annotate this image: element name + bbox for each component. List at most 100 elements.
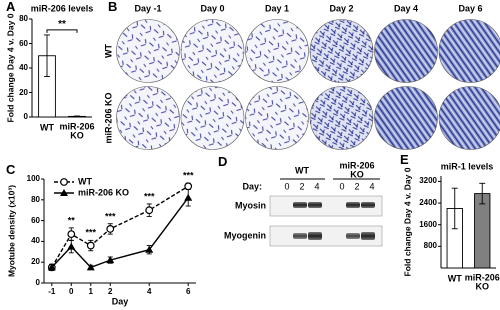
legend-label: miR-206 KO xyxy=(78,187,130,198)
x-tick-label: WT xyxy=(40,122,54,133)
bar xyxy=(474,193,491,269)
y-axis-label: Fold change Day 4 v. Day 0 xyxy=(5,13,16,123)
panel-label: E xyxy=(400,152,409,168)
y-tick-label: 80 xyxy=(19,13,28,23)
group-label: miR-206 KO xyxy=(339,160,375,180)
marker xyxy=(86,263,95,271)
x-tick-label: miR-206 KO xyxy=(464,272,500,292)
blot-band xyxy=(293,233,307,239)
x-tick-label: 4 xyxy=(146,286,152,296)
column-label: Day -1 xyxy=(134,3,162,14)
marker xyxy=(106,256,115,264)
significance: *** xyxy=(182,170,194,181)
lane-label: 0 xyxy=(339,181,345,192)
micrograph xyxy=(309,86,374,150)
significance: ** xyxy=(67,215,75,226)
marker xyxy=(67,230,76,239)
column-label: Day 1 xyxy=(264,3,290,14)
protein-label: Myosin xyxy=(234,200,266,211)
x-tick-label: miR-206 KO xyxy=(59,121,95,141)
micrograph xyxy=(438,19,500,83)
y-tick-label: 40 xyxy=(31,236,40,246)
lane-label: 2 xyxy=(299,181,305,192)
marker xyxy=(47,263,56,271)
marker xyxy=(106,225,115,233)
y-tick-label: 3200 xyxy=(419,176,437,186)
blot-band xyxy=(361,202,375,208)
group-label: WT xyxy=(295,165,309,176)
column-label: Day 4 xyxy=(393,3,419,14)
x-tick-label: 0 xyxy=(69,286,74,296)
column-label: Day 2 xyxy=(329,3,354,14)
lane-label: 4 xyxy=(314,181,320,192)
marker xyxy=(145,206,154,215)
chart-title: miR-1 levels xyxy=(440,161,494,172)
legend-marker xyxy=(60,178,68,186)
micrograph xyxy=(116,19,180,83)
blot-band xyxy=(308,232,322,240)
legend-marker xyxy=(60,189,68,196)
micrograph xyxy=(374,19,438,83)
y-tick-label: 0 xyxy=(35,277,40,287)
micrograph xyxy=(180,86,245,150)
panel-label: D xyxy=(218,154,228,170)
x-tick-label: WT xyxy=(447,273,462,284)
lane-label: 0 xyxy=(284,181,290,192)
y-tick-label: 2400 xyxy=(419,197,437,207)
column-label: Day 6 xyxy=(458,3,483,14)
x-axis-label: Day xyxy=(111,296,129,307)
y-tick-label: 20 xyxy=(19,87,28,97)
row-label: WT xyxy=(103,44,114,58)
significance: ** xyxy=(58,18,66,30)
row-label: miR-206 KO xyxy=(103,92,114,144)
y-tick-label: 100 xyxy=(26,173,40,183)
micrograph xyxy=(309,19,374,83)
x-tick-label: -1 xyxy=(48,286,56,296)
y-tick-label: 40 xyxy=(19,62,28,72)
x-tick-label: 1 xyxy=(88,286,93,296)
blot-band xyxy=(308,202,322,208)
column-label: Day 0 xyxy=(200,3,225,14)
micrograph xyxy=(116,86,180,150)
chart-title: miR-206 levels xyxy=(30,3,94,14)
marker xyxy=(86,241,95,250)
y-tick-label: 1600 xyxy=(419,219,437,229)
y-tick-label: 60 xyxy=(19,38,28,48)
x-tick-label: 2 xyxy=(108,286,113,296)
micrograph xyxy=(245,86,309,150)
micrograph xyxy=(438,86,500,150)
blot-band xyxy=(293,202,307,208)
legend-label: WT xyxy=(78,176,92,187)
series-line xyxy=(51,197,189,269)
y-tick-label: 60 xyxy=(31,215,40,225)
marker xyxy=(145,245,154,253)
blot xyxy=(269,178,383,247)
y-tick-label: 0 xyxy=(23,111,28,121)
lane-label: 4 xyxy=(369,181,375,192)
panel-label: C xyxy=(6,162,16,178)
y-tick-label: 80 xyxy=(31,194,40,204)
panel-label: B xyxy=(108,0,118,15)
x-tick-label: 6 xyxy=(185,286,191,296)
significance: *** xyxy=(85,227,97,238)
marker xyxy=(67,242,76,250)
significance: *** xyxy=(104,211,116,221)
panel-label: A xyxy=(6,0,16,15)
protein-label: Myogenin xyxy=(224,230,266,241)
micrograph xyxy=(180,19,245,83)
blot-band xyxy=(361,232,375,240)
y-axis-label: Fold change Day 4 v. Day 0 xyxy=(402,167,413,277)
blot-strip xyxy=(269,195,383,217)
day-label: Day: xyxy=(242,181,262,192)
y-tick-label: 800 xyxy=(423,241,437,251)
y-axis-label: Myotube density (x10³) xyxy=(6,184,17,278)
series-line xyxy=(51,185,189,268)
significance-bracket xyxy=(46,29,78,33)
marker xyxy=(184,193,193,201)
blot-strip xyxy=(269,225,383,247)
lane-label: 2 xyxy=(354,181,360,192)
micrograph xyxy=(245,19,309,83)
significance: *** xyxy=(143,191,155,202)
